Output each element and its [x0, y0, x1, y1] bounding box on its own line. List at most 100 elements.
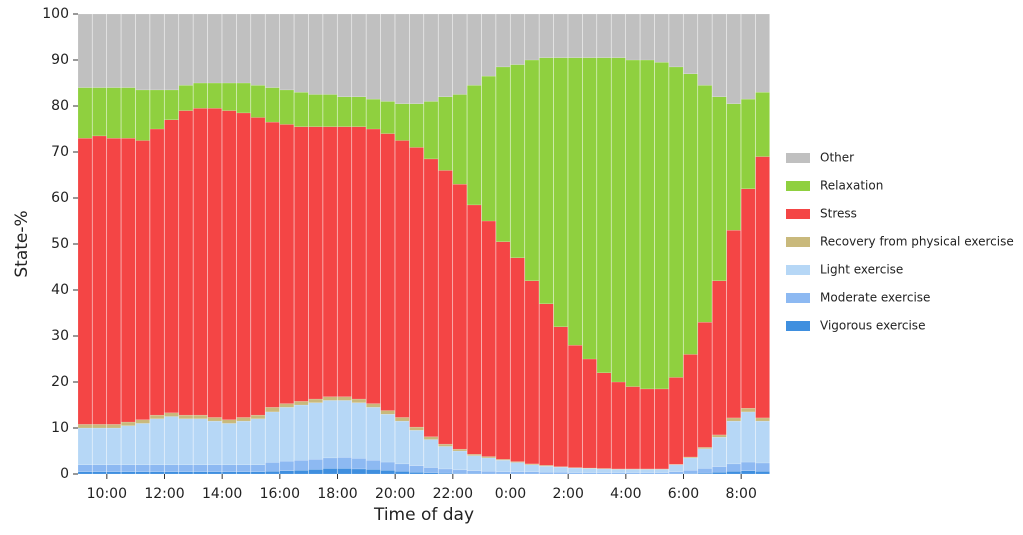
bar-segment [308, 13, 323, 95]
bar-segment [510, 462, 525, 472]
bar-segment [322, 396, 338, 401]
bar-segment [712, 471, 727, 475]
bar-segment [726, 417, 741, 422]
bar-segment [524, 280, 540, 465]
bar-segment [510, 471, 525, 475]
bar-segment [366, 407, 381, 461]
bar-segment [337, 13, 352, 98]
bar-segment [164, 471, 179, 475]
bar-segment [712, 96, 727, 282]
bar-segment [121, 87, 136, 139]
bar-segment [149, 464, 165, 472]
bar-segment [250, 464, 266, 472]
bar-segment [712, 437, 727, 467]
y-tick-label: 100 [42, 6, 69, 22]
bar-segment [611, 472, 626, 475]
legend-label: Stress [820, 207, 857, 221]
bar-segment [394, 463, 410, 472]
bar-segment [121, 421, 136, 426]
bar-segment [366, 460, 381, 470]
bar-segment [106, 424, 122, 429]
bar-segment [683, 73, 698, 355]
bar-segment [510, 64, 525, 258]
bar-segment [149, 414, 165, 419]
x-axis-title: Time of day [373, 505, 474, 525]
x-tick-label: 22:00 [433, 486, 473, 502]
bar-segment [740, 470, 756, 475]
bar-segment [481, 471, 496, 475]
bar-segment [452, 469, 468, 474]
legend-swatch [786, 153, 810, 163]
bar-segment [77, 424, 93, 429]
bar-segment [77, 87, 93, 139]
bar-segment [539, 471, 554, 475]
bar-segment [481, 457, 496, 472]
bar-segment [467, 470, 482, 474]
bar-segment [337, 457, 352, 469]
bar-segment [409, 147, 424, 428]
bar-segment [207, 471, 222, 475]
bar-segment [726, 420, 741, 465]
bar-segment [625, 386, 641, 470]
bar-segment [337, 396, 352, 401]
bar-segment [250, 418, 266, 465]
bar-segment [135, 471, 150, 475]
legend-label: Vigorous exercise [820, 319, 925, 333]
bar-segment [438, 13, 453, 98]
bar-segment [236, 82, 251, 114]
bar-segment [121, 13, 136, 88]
bar-segment [207, 417, 222, 422]
bar-segment [164, 412, 179, 417]
bar-segment [366, 98, 381, 130]
bar-segment [149, 418, 165, 465]
bar-segment [640, 388, 655, 470]
bar-segment [265, 87, 280, 123]
bar-segment [524, 464, 540, 472]
bar-segment [438, 443, 453, 447]
bar-segment [467, 454, 482, 456]
bar-segment [207, 464, 222, 472]
bar-segment [697, 85, 713, 323]
x-tick-label: 20:00 [375, 486, 415, 502]
bar-segment [394, 103, 410, 141]
bar-segment [625, 472, 641, 475]
bar-segment [178, 85, 194, 111]
bar-segment [452, 13, 468, 95]
bar-segment [294, 460, 309, 471]
bar-segment [423, 467, 439, 473]
legend-swatch [786, 293, 810, 303]
bar-segment [582, 13, 597, 58]
bar-segment [452, 183, 468, 450]
bar-segment [207, 82, 222, 109]
bar-segment [740, 13, 756, 100]
bar-segment [308, 469, 323, 475]
legend-label: Moderate exercise [820, 291, 930, 305]
bar-segment [221, 471, 237, 475]
bar-segment [178, 13, 194, 86]
legend-swatch [786, 321, 810, 331]
bar-segment [77, 13, 93, 88]
bar-segment [553, 57, 568, 328]
bar-segment [149, 471, 165, 475]
bar-segment [409, 103, 424, 148]
bar-segment [438, 468, 453, 474]
y-tick-label: 40 [51, 282, 69, 298]
bar-segment [250, 471, 266, 475]
bar-segment [279, 470, 295, 475]
bar-segment [596, 468, 612, 473]
bar-segment [524, 59, 540, 282]
bar-segment [394, 13, 410, 104]
bar-segment [740, 98, 756, 189]
bar-segment [135, 419, 150, 424]
bar-segment [423, 13, 439, 102]
bar-segment [351, 458, 367, 470]
bar-segment [164, 416, 179, 465]
bar-segment [423, 436, 439, 440]
bar-segment [164, 464, 179, 472]
bar-segment [539, 57, 554, 305]
bar-segment [92, 424, 107, 429]
bar-segment [683, 456, 698, 459]
x-tick-label: 6:00 [668, 486, 699, 502]
bar-segment [553, 471, 568, 475]
bar-segment [582, 57, 597, 360]
